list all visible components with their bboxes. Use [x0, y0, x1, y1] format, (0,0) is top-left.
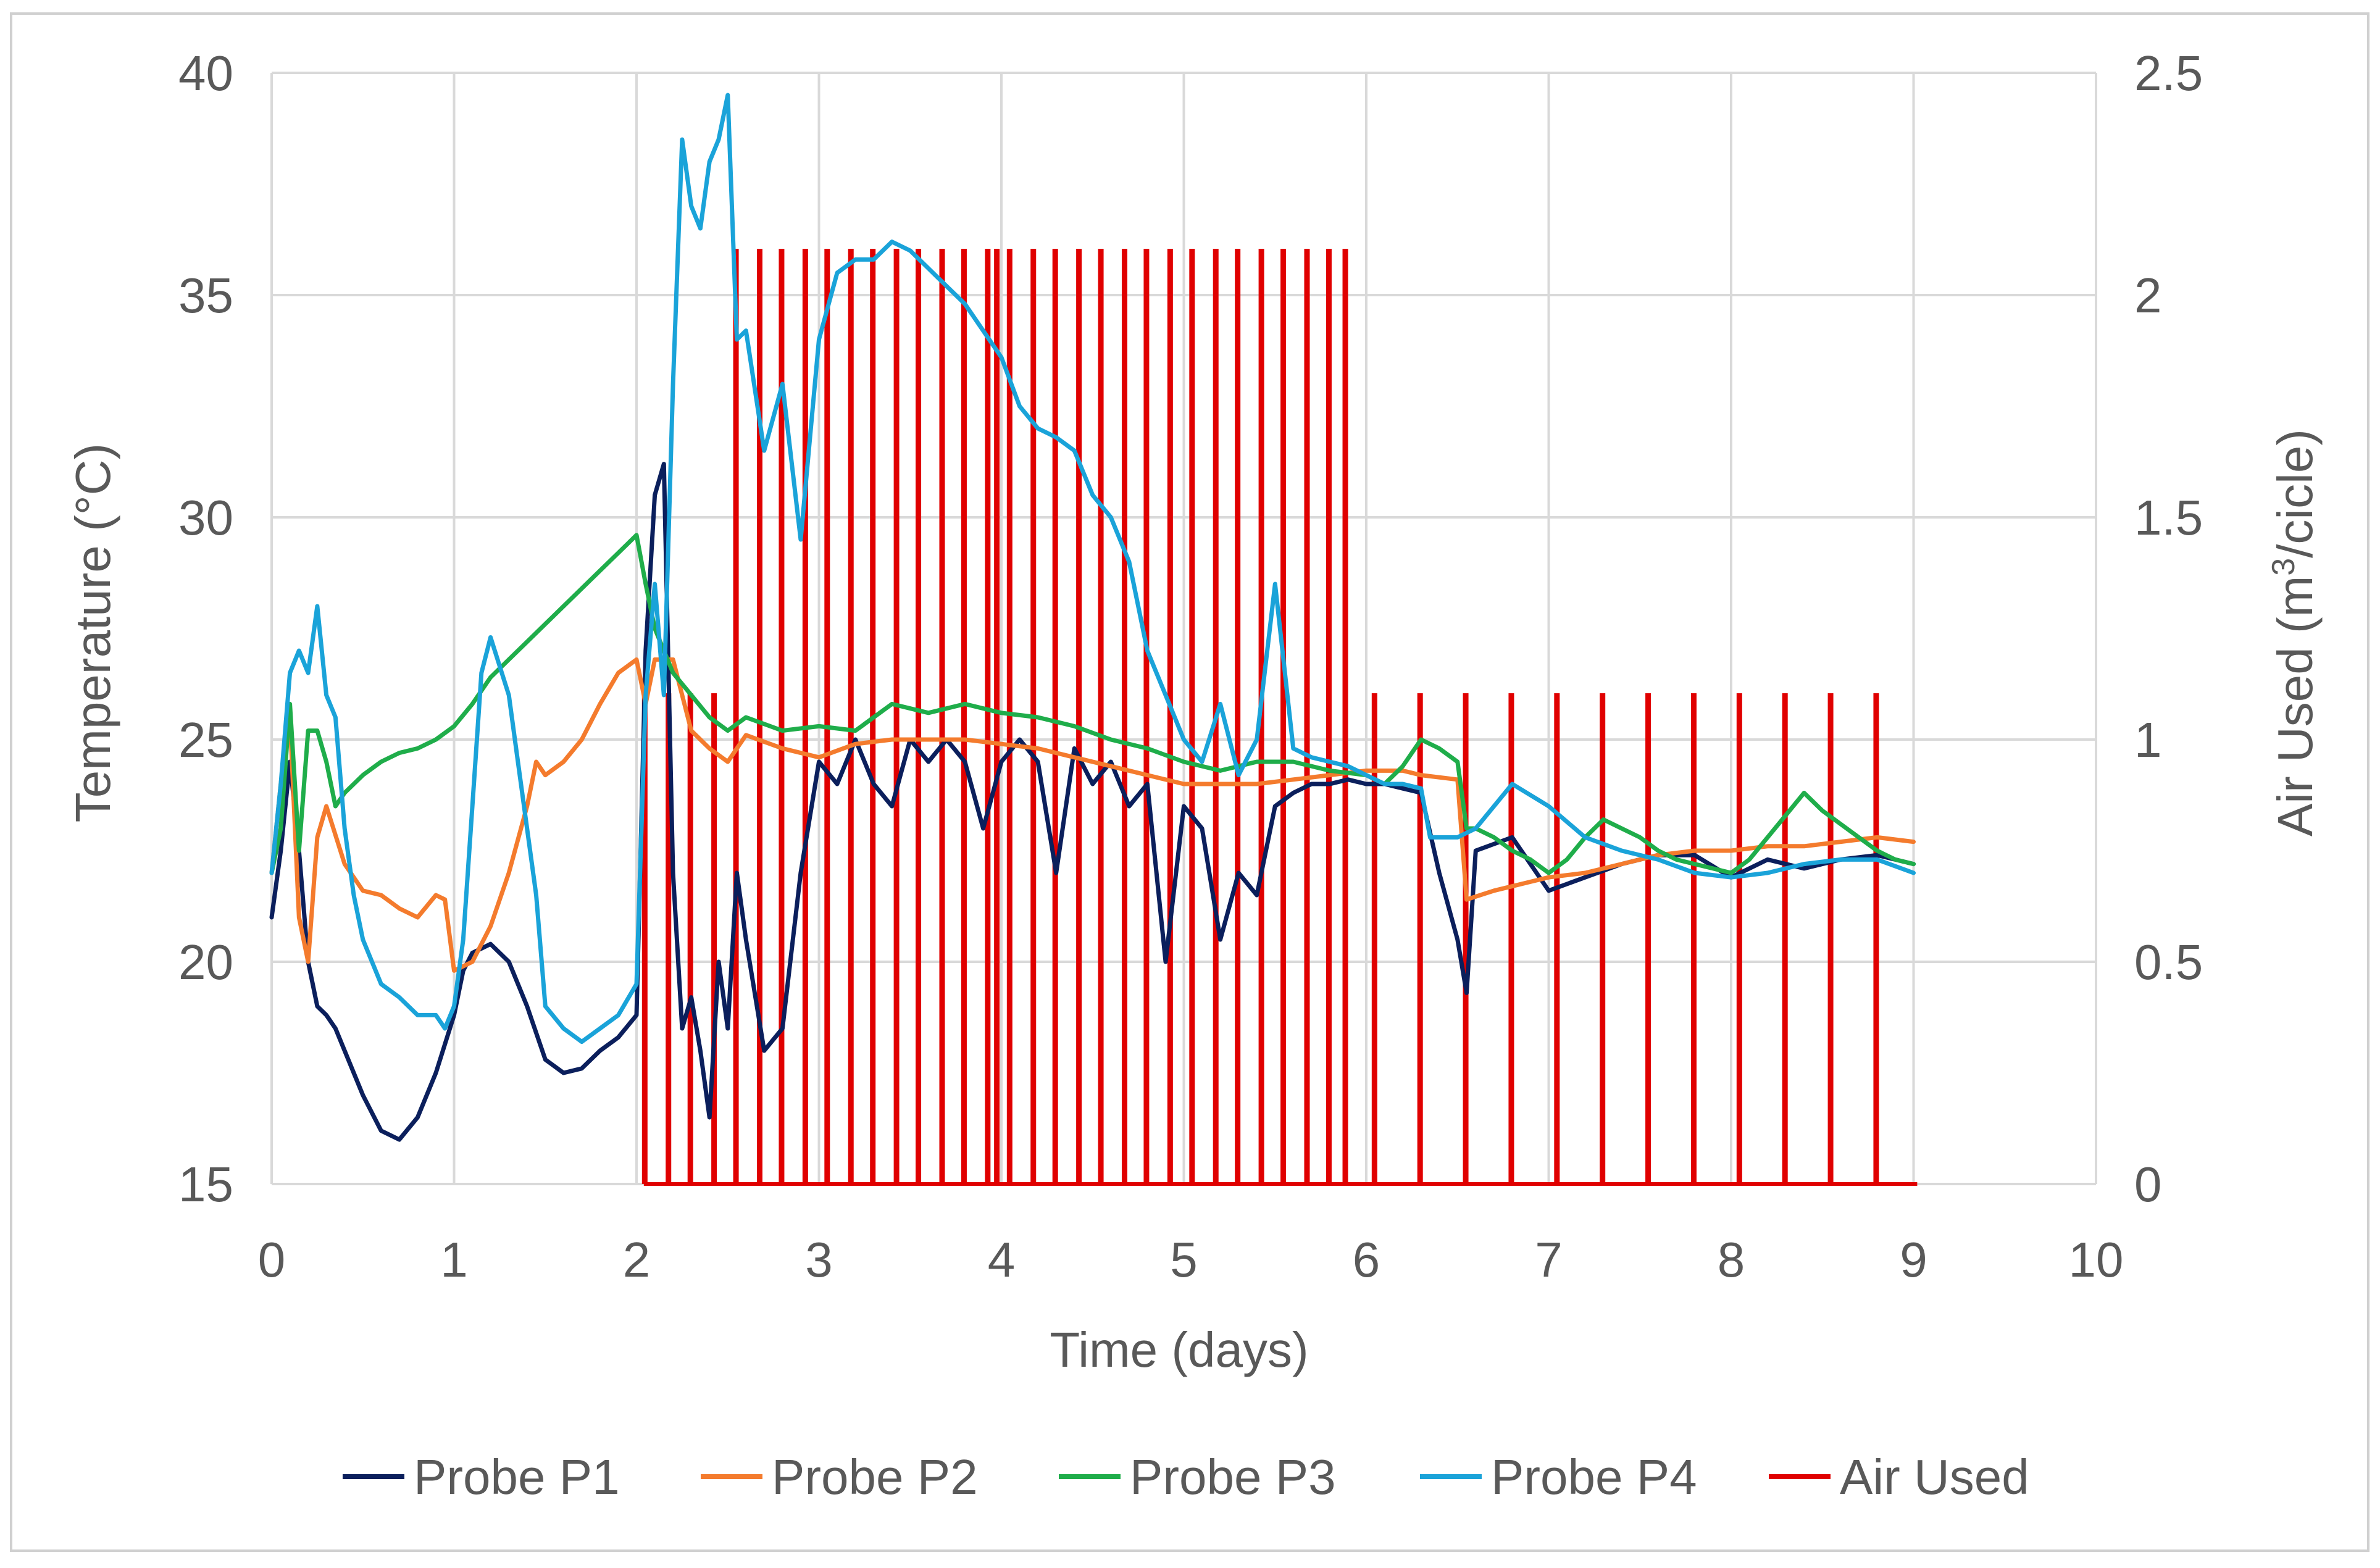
- x-tick-label: 7: [1535, 1232, 1563, 1287]
- y2-tick-label: 2: [2134, 268, 2162, 323]
- y-axis-title: Temperature (°C): [65, 443, 120, 822]
- x-tick-label: 2: [623, 1232, 651, 1287]
- series-line-probe-p3: [269, 533, 1916, 875]
- x-axis-title: Time (days): [1050, 1322, 1308, 1377]
- axes: 0 1 2 3 4 5 6 7 8 9 10 15 20 25 30 35 40 0 0.5 1 1.5 2 2.5: [178, 46, 2203, 1287]
- y-tick-label: 15: [178, 1157, 233, 1212]
- y2-axis-title-prefix: Air Used (m: [2268, 576, 2323, 836]
- x-tick-label: 6: [1353, 1232, 1380, 1287]
- legend-label: Probe P3: [1130, 1449, 1336, 1504]
- series-line-probe-p4: [269, 93, 1916, 1045]
- x-tick-label: 5: [1170, 1232, 1198, 1287]
- y-tick-label: 20: [178, 935, 233, 990]
- x-tick-label: 1: [440, 1232, 468, 1287]
- x-tick-label: 8: [1718, 1232, 1745, 1287]
- y-tick-label: 40: [178, 46, 233, 101]
- y2-tick-label: 0: [2134, 1157, 2162, 1212]
- y2-axis-title-superscript: 3: [2266, 558, 2302, 576]
- series-line-probe-p1: [269, 462, 1916, 1142]
- legend-label: Probe P4: [1491, 1449, 1697, 1504]
- x-tick-label: 3: [805, 1232, 833, 1287]
- legend-label: Probe P2: [772, 1449, 978, 1504]
- series-line-air-used: [641, 249, 1918, 1186]
- y2-tick-label: 1: [2134, 712, 2162, 767]
- legend-label: Air Used: [1840, 1449, 2029, 1504]
- probe-series: [269, 93, 1916, 1142]
- legend: Probe P1 Probe P2 Probe P3 Probe P4 Air Used: [343, 1449, 2029, 1504]
- y2-axis-title: Air Used (m3/cicle): [2266, 429, 2323, 836]
- legend-label: Probe P1: [414, 1449, 620, 1504]
- x-tick-label: 4: [988, 1232, 1016, 1287]
- y2-axis-title-suffix: /cicle): [2268, 429, 2323, 558]
- x-tick-label: 9: [1900, 1232, 1927, 1287]
- x-tick-label: 0: [258, 1232, 286, 1287]
- x-tick-label: 10: [2069, 1232, 2124, 1287]
- grid-lines: [270, 72, 2097, 1185]
- y2-tick-label: 0.5: [2134, 935, 2203, 990]
- y-tick-label: 25: [178, 712, 233, 767]
- y-tick-label: 35: [178, 268, 233, 323]
- y2-tick-label: 1.5: [2134, 490, 2203, 545]
- y2-tick-label: 2.5: [2134, 46, 2203, 101]
- air-used-series: [641, 249, 1918, 1186]
- y-tick-label: 30: [178, 490, 233, 545]
- series-line-probe-p2: [269, 657, 1916, 973]
